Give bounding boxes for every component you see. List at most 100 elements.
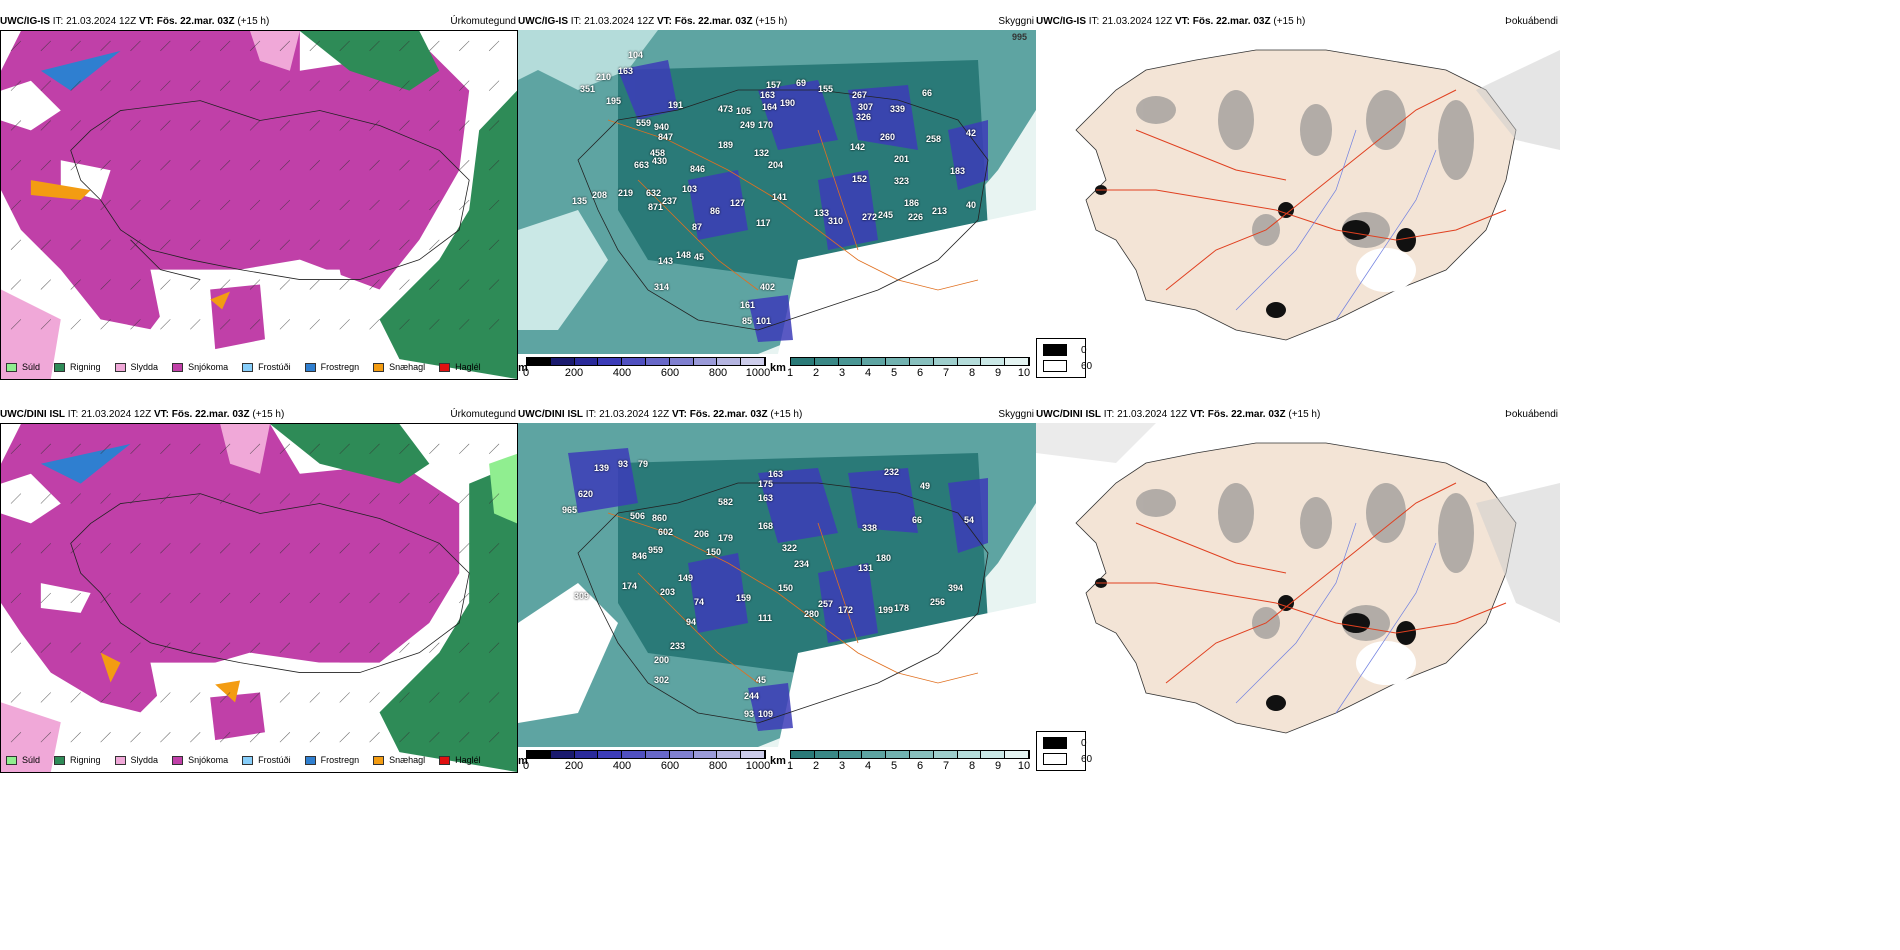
precip-type-map[interactable]	[0, 423, 518, 773]
legend-swatch	[1043, 360, 1067, 372]
it-label: IT:	[570, 16, 582, 27]
vis-value-label: 249	[740, 120, 756, 130]
legend-label: Súld	[22, 755, 41, 765]
fog-map[interactable]	[1036, 30, 1560, 380]
vis-value-label: 66	[912, 515, 923, 525]
colorbar-m-strip	[526, 750, 766, 759]
tick-label: 1	[786, 760, 794, 772]
vis-value-label: 105	[736, 106, 752, 116]
vis-value-label: 210	[596, 72, 612, 82]
vis-value-label: 260	[880, 132, 896, 142]
legend-swatch	[439, 362, 451, 372]
vis-value-label: 104	[628, 50, 644, 60]
vis-value-label: 172	[838, 605, 854, 615]
colorbar-km-strip	[790, 357, 1030, 366]
vis-value-label: 257	[818, 599, 834, 609]
vis-value-label: 142	[850, 142, 866, 152]
legend-swatch	[6, 362, 17, 372]
vis-value-label: 314	[654, 282, 670, 292]
visibility-map[interactable]	[518, 30, 1036, 354]
colorbar-unit-km: km	[770, 362, 786, 374]
legend-swatch	[439, 755, 451, 765]
vis-value-label: 183	[950, 166, 966, 176]
vis-value-label: 322	[782, 543, 798, 553]
legend-item: Slydda	[114, 755, 158, 765]
vis-value-label: 66	[922, 88, 933, 98]
tick-label: 5	[890, 760, 898, 772]
vis-value-label: 965	[562, 505, 578, 515]
vis-value-label: 139	[594, 463, 610, 473]
panel-title: Þokuábendi	[1505, 409, 1558, 420]
legend-swatch	[1043, 737, 1067, 749]
it-value: 21.03.2024 12Z	[81, 409, 152, 420]
vis-value-label: 54	[964, 515, 975, 525]
tick-label: 200	[564, 367, 584, 379]
visibility-labels-top: 995 104 210 163 351 195 191 559 940 847 …	[518, 30, 1036, 360]
visibility-colorbar-m-bar: 0 200 400 600 800 1000	[523, 750, 770, 772]
model-name: UWC/DINI ISL	[518, 409, 583, 420]
visibility-map[interactable]	[518, 423, 1036, 747]
fog-map[interactable]	[1036, 423, 1560, 773]
panel-title: Úrkomutegund	[450, 409, 516, 420]
vis-value-label: 847	[658, 132, 674, 142]
it-value: 21.03.2024 12Z	[584, 16, 655, 27]
legend-swatch	[1043, 344, 1067, 356]
vis-value-label: 86	[710, 206, 721, 216]
vis-value-label: 141	[772, 192, 788, 202]
vis-value-label: 163	[760, 90, 776, 100]
panel-header: UWC/DINI ISL IT: 21.03.2024 12Z VT: Fös.…	[1036, 407, 1560, 423]
vis-value-label: 195	[606, 96, 622, 106]
vis-value-label: 163	[618, 66, 634, 76]
legend-item: Frostúði	[242, 755, 291, 765]
legend-item: Súld	[6, 362, 40, 372]
legend-item: Haglél	[439, 362, 481, 372]
legend-swatch	[373, 362, 385, 372]
lead-time: (+15 h)	[252, 409, 285, 420]
vis-value-label: 93	[744, 709, 755, 719]
legend-item: Frostúði	[242, 362, 291, 372]
it-label: IT:	[1103, 409, 1115, 420]
vis-value-label: 179	[718, 533, 734, 543]
vis-value-label: 103	[682, 184, 698, 194]
it-value: 21.03.2024 12Z	[66, 16, 137, 27]
vis-value-label: 204	[768, 160, 784, 170]
visibility-colorbar-m-bar: 0 200 400 600 800 1000	[523, 357, 770, 379]
it-value: 21.03.2024 12Z	[1102, 16, 1173, 27]
vis-value-label: 846	[632, 551, 648, 561]
lead-time: (+15 h)	[755, 16, 788, 27]
precip-type-map[interactable]	[0, 30, 518, 380]
tick-label: 3	[838, 760, 846, 772]
tick-label: 3	[838, 367, 846, 379]
fog-legend-top: 0 60	[1036, 338, 1092, 378]
tick-label: 800	[708, 760, 728, 772]
vis-value-label: 602	[658, 527, 674, 537]
colorbar-m-strip	[526, 357, 766, 366]
vis-value-label: 159	[736, 593, 752, 603]
vis-value-label: 632	[646, 188, 662, 198]
vis-value-label: 175	[758, 479, 774, 489]
legend-item: Haglél	[439, 755, 481, 765]
vis-value-label: 256	[930, 597, 946, 607]
vt-label: VT:	[153, 409, 169, 420]
vis-value-label: 178	[894, 603, 910, 613]
vis-value-label: 49	[920, 481, 931, 491]
vt-value: Fös. 22.mar. 03Z	[674, 16, 753, 27]
vis-value-label: 473	[718, 104, 734, 114]
tick-label: 2	[812, 367, 820, 379]
precip-type-panel-bottom: UWC/DINI ISL IT: 21.03.2024 12Z VT: Fös.…	[0, 407, 518, 773]
vt-value: Fös. 22.mar. 03Z	[171, 409, 250, 420]
vis-value-label: 170	[758, 120, 774, 130]
legend-label: Snjókoma	[188, 755, 229, 765]
model-name: UWC/IG-IS	[0, 16, 50, 27]
precip-type-panel-top: UWC/IG-IS IT: 21.03.2024 12Z VT: Fös. 22…	[0, 14, 518, 380]
vis-value-label: 133	[814, 208, 830, 218]
vt-value: Fös. 22.mar. 03Z	[1207, 409, 1286, 420]
tick-label: 400	[612, 367, 632, 379]
vis-value-label: 157	[766, 80, 782, 90]
vis-value-label: 201	[894, 154, 910, 164]
vis-value-label: 190	[780, 98, 796, 108]
vis-value-label: 258	[926, 134, 942, 144]
vis-value-label: 458	[650, 148, 666, 158]
vis-value-label: 871	[648, 202, 664, 212]
vis-value-label: 351	[580, 84, 596, 94]
